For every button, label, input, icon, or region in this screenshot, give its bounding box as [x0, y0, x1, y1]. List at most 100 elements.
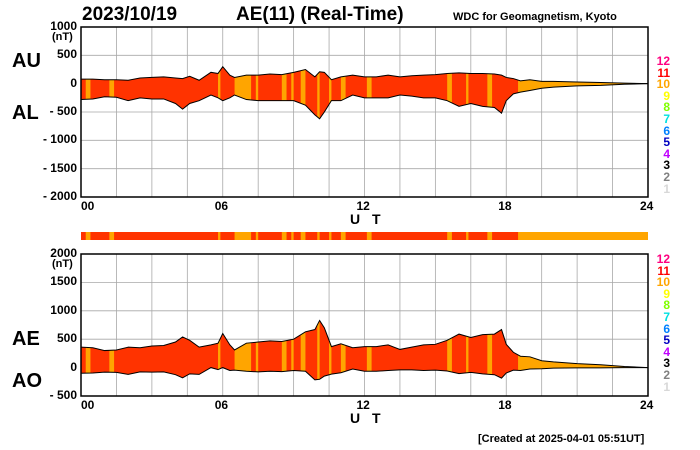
station-strip-band	[329, 232, 332, 240]
x-axis-label: U T	[350, 211, 385, 227]
station-band	[518, 320, 648, 380]
station-band	[85, 320, 91, 380]
station-strip-band	[218, 232, 221, 240]
legend-station-count-7: 7	[663, 310, 670, 324]
station-band	[466, 66, 469, 119]
y-tick-label: 2000	[50, 246, 77, 260]
y-tick-label: 1500	[50, 274, 77, 289]
x-axis-label: U T	[350, 410, 385, 426]
y-tick-label: - 1500	[42, 160, 77, 175]
data-source: WDC for Geomagnetism, Kyoto	[453, 11, 617, 23]
legend-station-count-4: 4	[663, 344, 670, 359]
upper-series-label: AE	[12, 328, 40, 350]
legend-station-count-2: 2	[663, 170, 670, 184]
legend-station-count-10: 10	[656, 275, 670, 290]
legend-station-count-1: 1	[663, 181, 670, 196]
legend-station-count-10: 10	[656, 77, 670, 92]
y-tick-label: - 500	[49, 388, 77, 402]
station-band	[487, 320, 493, 380]
station-band	[300, 320, 306, 380]
plot-title: AE(11) (Real-Time)	[236, 4, 404, 25]
series-line-AO	[80, 367, 648, 381]
station-band	[366, 66, 372, 119]
station-strip-bg	[81, 232, 648, 240]
station-band	[329, 320, 332, 380]
y-tick-label: 0	[70, 75, 77, 90]
station-band	[109, 320, 115, 380]
station-band	[291, 320, 294, 380]
y-tick-label: 500	[56, 47, 77, 62]
y-tick-label: - 1000	[42, 132, 77, 147]
station-strip-band	[447, 232, 452, 240]
y-tick-label: 1000	[50, 302, 77, 317]
y-tick-label: 500	[56, 331, 77, 346]
station-strip-band	[255, 232, 259, 240]
x-tick-label: 18	[498, 199, 512, 213]
x-tick-label: 24	[640, 199, 654, 213]
station-strip-band	[466, 232, 469, 240]
legend-station-count-7: 7	[663, 112, 670, 126]
station-band	[317, 320, 320, 380]
station-band	[466, 320, 469, 380]
legend-station-count-9: 9	[663, 286, 670, 301]
station-strip-band	[85, 232, 91, 240]
station-band	[291, 66, 294, 119]
station-band	[234, 320, 252, 380]
y-tick-label: - 2000	[42, 189, 77, 203]
legend-station-count-6: 6	[663, 321, 670, 336]
y-unit-label: (nT)	[52, 31, 73, 43]
legend-station-count-2: 2	[663, 368, 670, 382]
series-line-AE	[80, 319, 649, 369]
x-tick-label: 24	[640, 398, 654, 412]
legend-station-count-12: 12	[656, 252, 670, 266]
legend-station-count-5: 5	[663, 333, 670, 348]
station-band	[366, 320, 372, 380]
series-line-AU	[81, 65, 649, 85]
station-strip-band	[234, 232, 252, 240]
panel-1	[80, 253, 649, 397]
upper-series-label: AU	[12, 50, 41, 72]
legend-station-count-5: 5	[663, 135, 670, 150]
area-AE-AO	[81, 320, 648, 380]
station-band	[447, 66, 452, 119]
legend-station-count-8: 8	[663, 100, 670, 115]
lower-series-label: AO	[12, 370, 42, 392]
plot-date: 2023/10/19	[82, 4, 178, 25]
area-AU-AL	[81, 66, 648, 119]
legend-station-count-11: 11	[657, 263, 670, 278]
station-count-strip	[81, 232, 648, 240]
station-band	[340, 66, 346, 119]
legend-station-count-3: 3	[663, 356, 670, 371]
station-band	[447, 320, 452, 380]
x-tick-label: 18	[498, 398, 512, 412]
x-tick-label: 00	[81, 199, 95, 213]
station-band	[340, 320, 346, 380]
y-unit-label: (nT)	[52, 258, 73, 270]
station-strip-band	[300, 232, 306, 240]
station-band	[329, 66, 332, 119]
plot-frame	[80, 253, 649, 397]
x-tick-label: 06	[214, 199, 229, 213]
station-strip-band	[518, 232, 648, 240]
series-line-AL	[80, 83, 649, 120]
y-tick-label: 0	[70, 359, 77, 374]
x-tick-label: 06	[214, 398, 229, 412]
station-strip-band	[487, 232, 493, 240]
station-band	[281, 66, 287, 119]
y-tick-label: 1000	[50, 19, 77, 33]
y-tick-label: - 500	[49, 104, 77, 118]
legend-station-count-8: 8	[663, 298, 670, 313]
station-band	[255, 320, 259, 380]
station-band	[300, 66, 306, 119]
station-strip-band	[340, 232, 346, 240]
station-band	[317, 66, 320, 119]
legend-station-count-11: 11	[657, 65, 670, 80]
legend-station-count-3: 3	[663, 158, 670, 173]
legend-station-count-12: 12	[656, 54, 670, 68]
station-band	[85, 66, 91, 119]
station-band	[255, 66, 259, 119]
station-band	[281, 320, 287, 380]
x-tick-label: 12	[356, 398, 370, 412]
